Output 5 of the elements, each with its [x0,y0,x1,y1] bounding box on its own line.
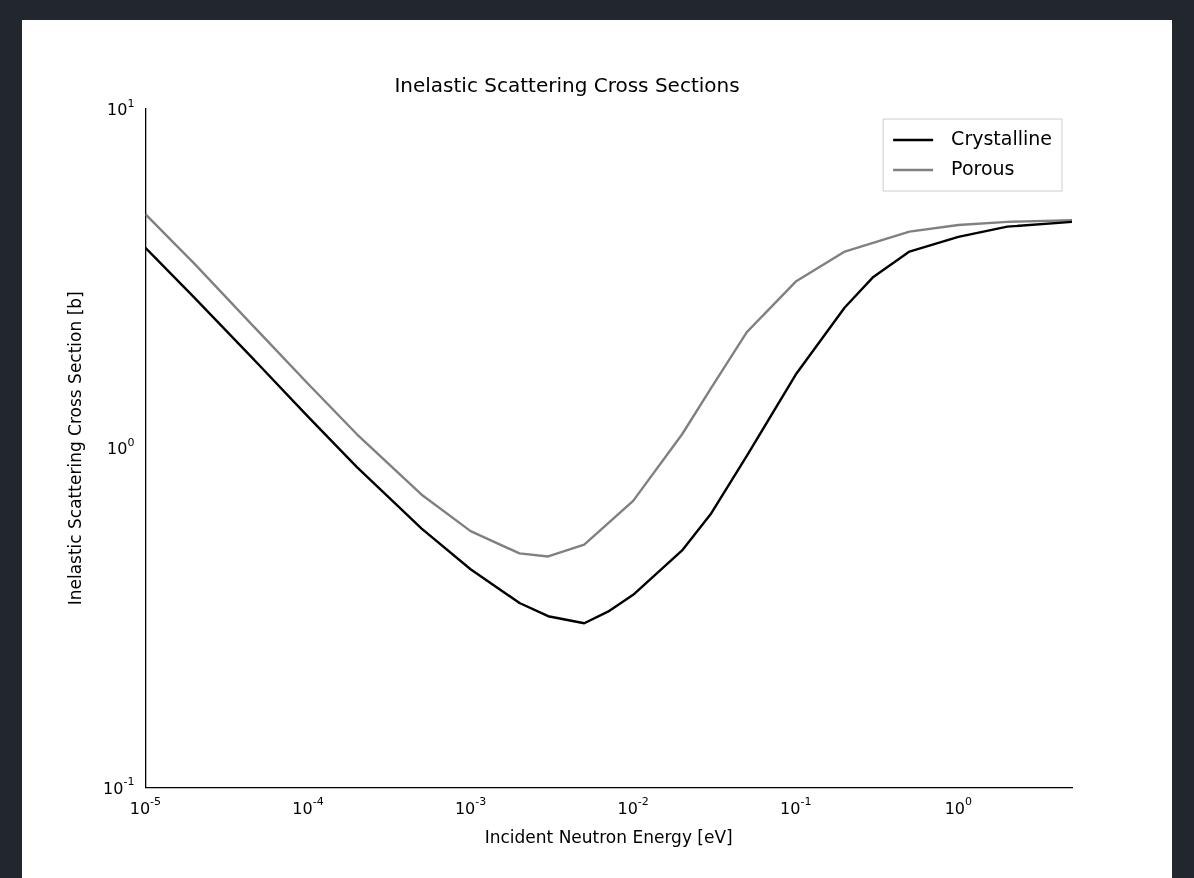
legend-label: Crystalline [951,126,1053,149]
x-axis-title: Incident Neutron Energy [eV] [484,827,733,848]
legend-label: Porous [951,156,1015,179]
chart-title: Inelastic Scattering Cross Sections [394,73,740,98]
y-axis-title: Inelastic Scattering Cross Section [b] [64,291,85,606]
